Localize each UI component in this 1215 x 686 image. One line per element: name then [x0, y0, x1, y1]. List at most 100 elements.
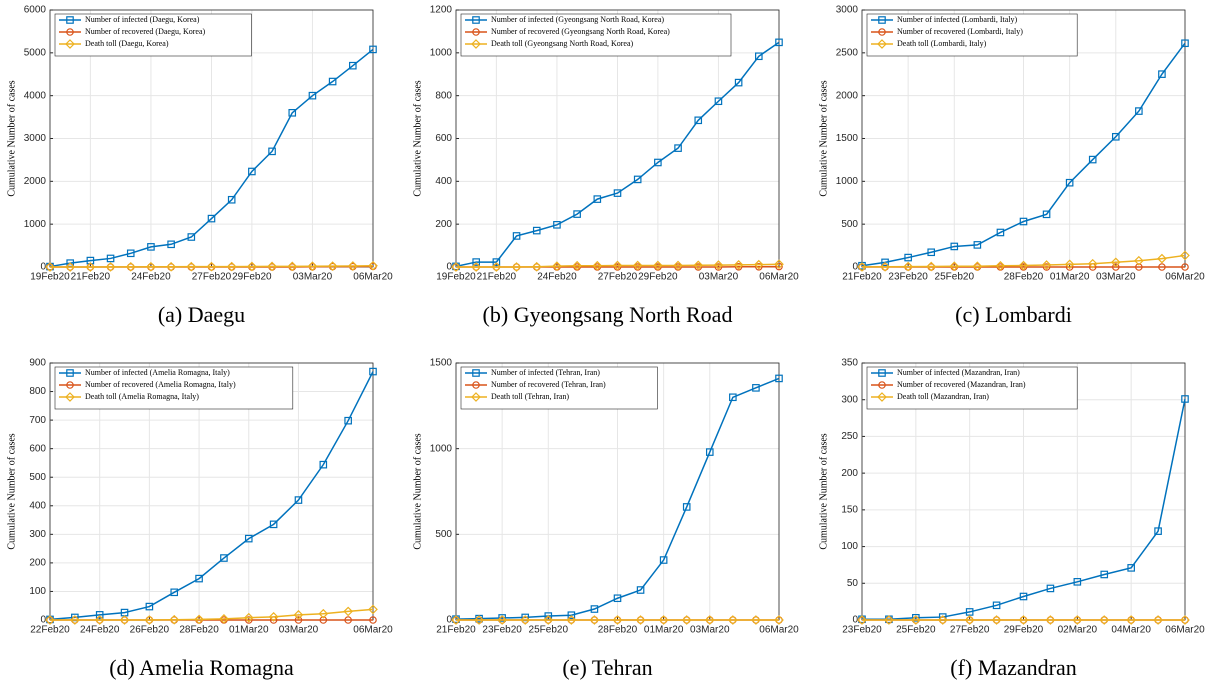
y-tick-label: 4000: [24, 90, 47, 101]
y-tick-label: 300: [29, 529, 46, 540]
marker: [65, 39, 75, 49]
marker: [592, 260, 603, 271]
marker: [1064, 259, 1075, 270]
marker: [343, 606, 354, 617]
marker: [755, 262, 763, 271]
marker: [85, 262, 96, 272]
y-tick-label: 1000: [430, 443, 453, 454]
marker: [471, 392, 481, 402]
x-tick-label: 03Mar20: [279, 625, 319, 636]
marker: [880, 261, 890, 272]
marker: [1110, 257, 1121, 268]
marker: [991, 615, 1002, 625]
marker: [705, 448, 714, 456]
marker: [1100, 570, 1109, 579]
x-tick-label: 24Feb20: [80, 625, 120, 636]
marker: [472, 16, 480, 24]
marker: [169, 614, 180, 625]
legend-label: Number of infected (Lombardi, Italy): [897, 15, 1018, 24]
marker: [187, 233, 196, 241]
marker: [704, 615, 715, 625]
marker: [733, 260, 744, 270]
marker: [532, 226, 541, 235]
legend: [866, 13, 1078, 57]
x-tick-label: 27Feb20: [950, 625, 990, 636]
y-tick-label: 200: [841, 468, 858, 479]
y-tick-label: 1000: [836, 176, 859, 187]
marker: [147, 243, 155, 251]
marker: [520, 615, 531, 625]
marker: [1019, 217, 1028, 226]
marker: [753, 259, 764, 270]
marker: [659, 556, 668, 564]
marker: [95, 611, 104, 619]
marker: [207, 214, 216, 223]
marker: [774, 259, 784, 270]
y-axis-label: Cumulative Number of cases: [412, 433, 423, 549]
marker: [673, 260, 683, 271]
marker: [728, 615, 738, 625]
marker: [654, 158, 662, 167]
marker: [194, 614, 204, 625]
marker: [1180, 615, 1190, 625]
y-tick-label: 1500: [836, 133, 859, 144]
series-line: [455, 377, 780, 620]
y-tick-label: 400: [435, 176, 452, 187]
marker: [45, 262, 55, 272]
legend-label: Number of infected (Mazandran, Iran): [897, 368, 1020, 377]
marker: [1111, 263, 1120, 271]
marker: [937, 615, 948, 625]
marker: [186, 261, 197, 272]
marker: [693, 260, 704, 271]
marker: [878, 16, 886, 24]
x-tick-label: 22Feb20: [30, 625, 70, 636]
marker: [572, 260, 582, 271]
marker: [347, 261, 358, 271]
legend-label: Number of infected (Amelia Romagna, Ital…: [85, 368, 230, 377]
y-tick-label: 0: [40, 615, 46, 626]
marker: [552, 261, 562, 271]
marker: [1135, 107, 1143, 115]
legend: [460, 13, 732, 57]
marker: [288, 108, 297, 117]
y-tick-label: 400: [29, 500, 46, 511]
marker: [995, 260, 1006, 271]
marker: [1134, 255, 1144, 266]
marker: [472, 258, 480, 266]
legend-label: Death toll (Tehran, Iran): [491, 392, 569, 401]
marker: [755, 52, 763, 61]
marker: [368, 604, 378, 615]
series-line: [861, 42, 1186, 267]
marker: [1018, 260, 1029, 271]
marker: [94, 615, 105, 625]
marker: [471, 39, 481, 49]
caption: (d) Amelia Romagna: [109, 655, 294, 680]
marker: [1158, 70, 1166, 78]
x-tick-label: 24Feb20: [131, 272, 171, 283]
marker: [451, 615, 461, 625]
marker: [247, 261, 257, 272]
x-tick-label: 21Feb20: [71, 272, 111, 283]
marker: [973, 241, 982, 249]
marker: [1099, 615, 1110, 625]
marker: [635, 615, 646, 625]
marker: [573, 210, 581, 218]
marker: [1042, 263, 1051, 271]
marker: [734, 78, 743, 87]
x-tick-label: 01Mar20: [644, 625, 684, 636]
marker: [543, 615, 554, 625]
marker: [268, 612, 279, 622]
marker: [904, 253, 912, 262]
y-tick-label: 300: [841, 394, 858, 405]
caption: (f) Mazandran: [950, 655, 1076, 680]
marker: [369, 367, 377, 376]
marker: [1181, 263, 1189, 271]
marker: [244, 534, 253, 543]
x-tick-label: 27Feb20: [598, 272, 638, 283]
marker: [593, 195, 602, 203]
y-tick-label: 0: [446, 262, 452, 273]
y-axis-label: Cumulative Number of cases: [412, 80, 423, 196]
x-tick-label: 01Mar20: [229, 625, 269, 636]
marker: [752, 384, 760, 392]
